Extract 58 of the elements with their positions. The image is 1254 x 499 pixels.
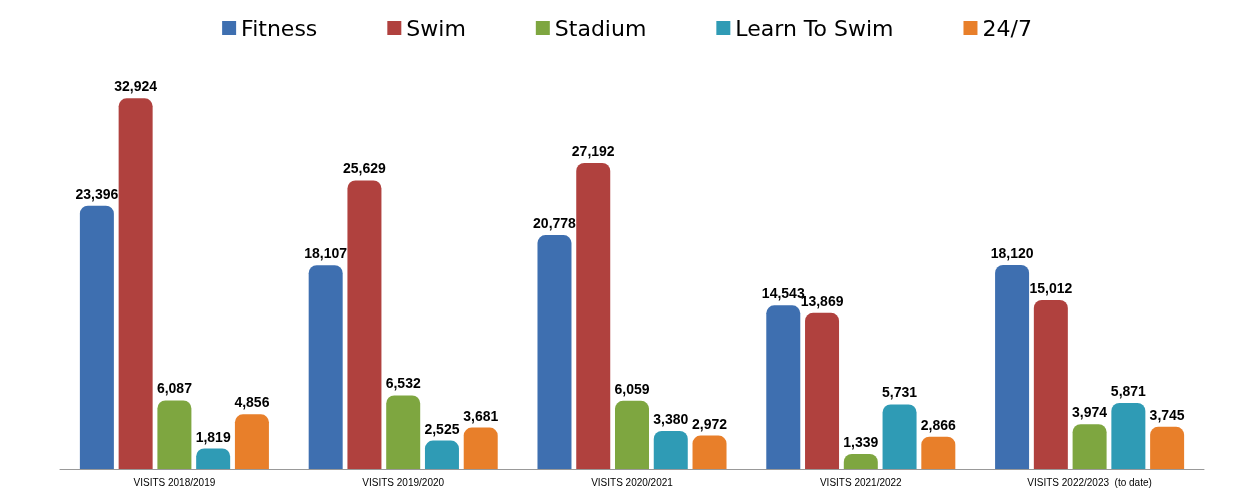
data-label: 2,866 — [920, 416, 957, 433]
data-label: 1,819 — [195, 428, 231, 445]
data-label: 25,629 — [343, 160, 387, 177]
data-label: 3,681 — [463, 407, 499, 424]
bar — [843, 453, 878, 469]
bar — [79, 205, 114, 469]
x-tick-label: VISITS 2019/2020 — [362, 476, 445, 488]
legend-label: Fitness — [241, 15, 318, 41]
bar — [308, 265, 343, 469]
data-label: 27,192 — [571, 142, 615, 159]
bar — [234, 414, 269, 469]
legend-label: 24/7 — [982, 15, 1032, 41]
legend-label: Learn To Swim — [735, 15, 894, 41]
data-label: 5,871 — [1110, 382, 1147, 399]
x-tick-label: VISITS 2021/2022 — [819, 476, 903, 488]
bar — [766, 305, 801, 469]
data-label: 20,778 — [533, 215, 577, 232]
data-label: 3,380 — [653, 410, 689, 427]
bar — [615, 400, 649, 469]
bar — [921, 436, 956, 469]
bar — [386, 395, 421, 469]
data-label: 3,974 — [1072, 404, 1108, 421]
bar — [157, 400, 192, 469]
bar — [1111, 402, 1146, 469]
bar — [347, 180, 382, 469]
bar — [805, 312, 840, 469]
bar — [882, 404, 917, 469]
data-label: 18,107 — [304, 245, 348, 262]
bar — [1150, 426, 1185, 469]
bar — [692, 435, 727, 469]
data-label: 15,012 — [1029, 280, 1073, 297]
bar — [118, 98, 153, 469]
data-label: 32,924 — [114, 78, 158, 95]
data-label: 23,396 — [75, 185, 119, 202]
data-label: 6,059 — [614, 380, 650, 397]
bar — [1033, 300, 1068, 469]
data-label: 2,972 — [692, 415, 728, 432]
bar — [196, 448, 231, 469]
data-label: 3,745 — [1149, 406, 1185, 423]
bar — [995, 265, 1030, 469]
legend-label: Swim — [406, 15, 466, 41]
legend-label: Stadium — [554, 15, 647, 41]
x-tick-label: VISITS 2018/2019 — [133, 476, 216, 488]
data-label: 4,856 — [234, 394, 270, 411]
data-label: 1,339 — [843, 433, 879, 450]
bar — [576, 162, 611, 469]
data-label: 5,731 — [882, 384, 918, 401]
bar — [537, 235, 572, 469]
x-tick-label: VISITS 2022/2023 (to date) — [1027, 476, 1152, 488]
data-label: 6,087 — [156, 380, 193, 397]
data-label: 2,525 — [424, 420, 460, 437]
data-label: 6,532 — [385, 375, 421, 392]
bar — [424, 440, 459, 469]
bar — [463, 427, 498, 469]
data-label: 18,120 — [990, 245, 1034, 262]
bar — [653, 430, 688, 469]
x-tick-label: VISITS 2020/2021 — [591, 476, 674, 488]
bar — [1072, 424, 1107, 469]
